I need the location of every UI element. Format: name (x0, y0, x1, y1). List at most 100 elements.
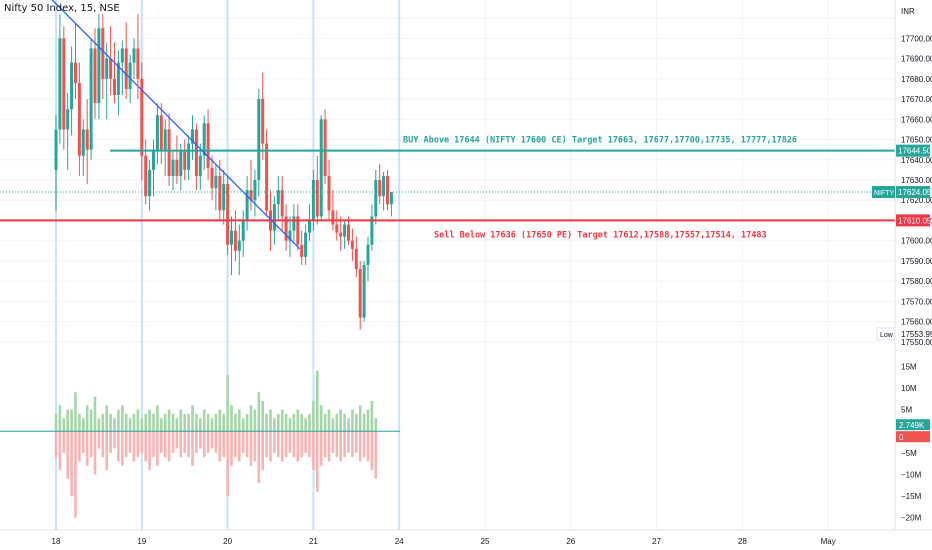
candle-down[interactable] (347, 224, 350, 241)
candle-up[interactable] (202, 123, 206, 156)
candle-up[interactable] (319, 119, 323, 217)
candle-up[interactable] (97, 28, 101, 104)
candle-up[interactable] (362, 264, 366, 318)
candle-up[interactable] (148, 169, 152, 197)
candle-down[interactable] (261, 99, 265, 144)
candle-down[interactable] (265, 143, 269, 211)
candle-up[interactable] (105, 58, 109, 79)
volume-bar-up (93, 396, 97, 432)
candle-up[interactable] (171, 159, 175, 176)
candle-down[interactable] (62, 38, 66, 130)
candle-down[interactable] (210, 167, 214, 189)
candle-up[interactable] (116, 62, 120, 96)
candle-down[interactable] (315, 180, 319, 217)
candle-down[interactable] (113, 78, 116, 96)
candle-up[interactable] (343, 224, 347, 237)
candle-up[interactable] (66, 109, 70, 130)
candle-up[interactable] (81, 129, 85, 156)
candle-up[interactable] (311, 180, 315, 221)
candle-up[interactable] (222, 184, 226, 211)
trendline[interactable] (50, 0, 301, 250)
candle-up[interactable] (382, 175, 386, 197)
candle-up[interactable] (70, 62, 74, 110)
candle-down[interactable] (93, 48, 97, 104)
candle-up[interactable] (230, 230, 233, 245)
candle-up[interactable] (272, 204, 276, 231)
candle-down[interactable] (249, 190, 253, 201)
volume-bar-up (183, 413, 186, 432)
y-tick-label: 17550.00 (901, 338, 932, 347)
candle-up[interactable] (120, 48, 124, 63)
candle-down[interactable] (358, 269, 362, 318)
candle-up[interactable] (237, 240, 241, 251)
candle-down[interactable] (218, 175, 222, 211)
candle-up[interactable] (152, 149, 155, 170)
volume-bar-down (249, 431, 253, 466)
candle-up[interactable] (163, 129, 167, 150)
candle-down[interactable] (85, 129, 89, 150)
candle-up[interactable] (308, 220, 311, 233)
candle-down[interactable] (109, 58, 113, 79)
volume-bar-down (245, 431, 249, 458)
candle-up[interactable] (370, 216, 374, 245)
candle-down[interactable] (140, 78, 144, 156)
candle-down[interactable] (339, 232, 343, 237)
candle-up[interactable] (366, 244, 370, 265)
candle-up[interactable] (389, 192, 393, 205)
candle-up[interactable] (276, 190, 280, 205)
candle-down[interactable] (159, 115, 163, 150)
y-tick-label: 17640.00 (901, 156, 932, 165)
candle-down[interactable] (233, 230, 237, 251)
candle-down[interactable] (183, 149, 187, 170)
candle-up[interactable] (304, 232, 308, 257)
candle-up[interactable] (58, 38, 62, 130)
candle-down[interactable] (280, 190, 284, 217)
candle-up[interactable] (155, 115, 159, 150)
candle-up[interactable] (374, 180, 378, 217)
candle-up[interactable] (191, 129, 194, 144)
candle-up[interactable] (132, 48, 136, 63)
candle-down[interactable] (300, 244, 304, 257)
candle-down[interactable] (101, 28, 105, 79)
candle-up[interactable] (214, 175, 218, 189)
candle-up[interactable] (187, 143, 191, 170)
candle-up[interactable] (292, 216, 296, 231)
volume-bar-up (273, 418, 276, 432)
candle-down[interactable] (350, 240, 354, 249)
candle-down[interactable] (386, 175, 389, 205)
candle-down[interactable] (296, 216, 300, 245)
candle-down[interactable] (206, 123, 210, 168)
candle-down[interactable] (327, 175, 331, 211)
candle-down[interactable] (335, 224, 339, 233)
candle-down[interactable] (323, 119, 327, 176)
candle-up[interactable] (245, 190, 249, 221)
candle-up[interactable] (89, 48, 93, 150)
candle-down[interactable] (194, 129, 198, 176)
candle-down[interactable] (77, 82, 81, 156)
candle-up[interactable] (54, 129, 58, 170)
candle-down[interactable] (284, 216, 288, 241)
candle-up[interactable] (198, 155, 202, 176)
candle-up[interactable] (179, 149, 183, 176)
candle-down[interactable] (74, 62, 77, 83)
candle-up[interactable] (257, 99, 261, 180)
volume-bar-up (163, 413, 167, 432)
candle-up[interactable] (288, 230, 292, 241)
candle-down[interactable] (226, 184, 230, 245)
candle-down[interactable] (175, 159, 179, 176)
candle-down[interactable] (124, 48, 128, 89)
y-tick-label: 17600.00 (901, 237, 932, 246)
candle-down[interactable] (144, 155, 148, 197)
volume-bar-down (128, 431, 132, 453)
candle-down[interactable] (136, 48, 140, 79)
candle-down[interactable] (354, 248, 358, 270)
candle-up[interactable] (241, 220, 245, 241)
candle-down[interactable] (331, 210, 335, 225)
candle-up[interactable] (253, 180, 257, 201)
candle-down[interactable] (378, 180, 382, 197)
candle-up[interactable] (128, 62, 132, 89)
candle-down[interactable] (167, 129, 171, 176)
volume-bar-down (156, 431, 159, 466)
volume-axis-label: −10M (901, 470, 922, 479)
